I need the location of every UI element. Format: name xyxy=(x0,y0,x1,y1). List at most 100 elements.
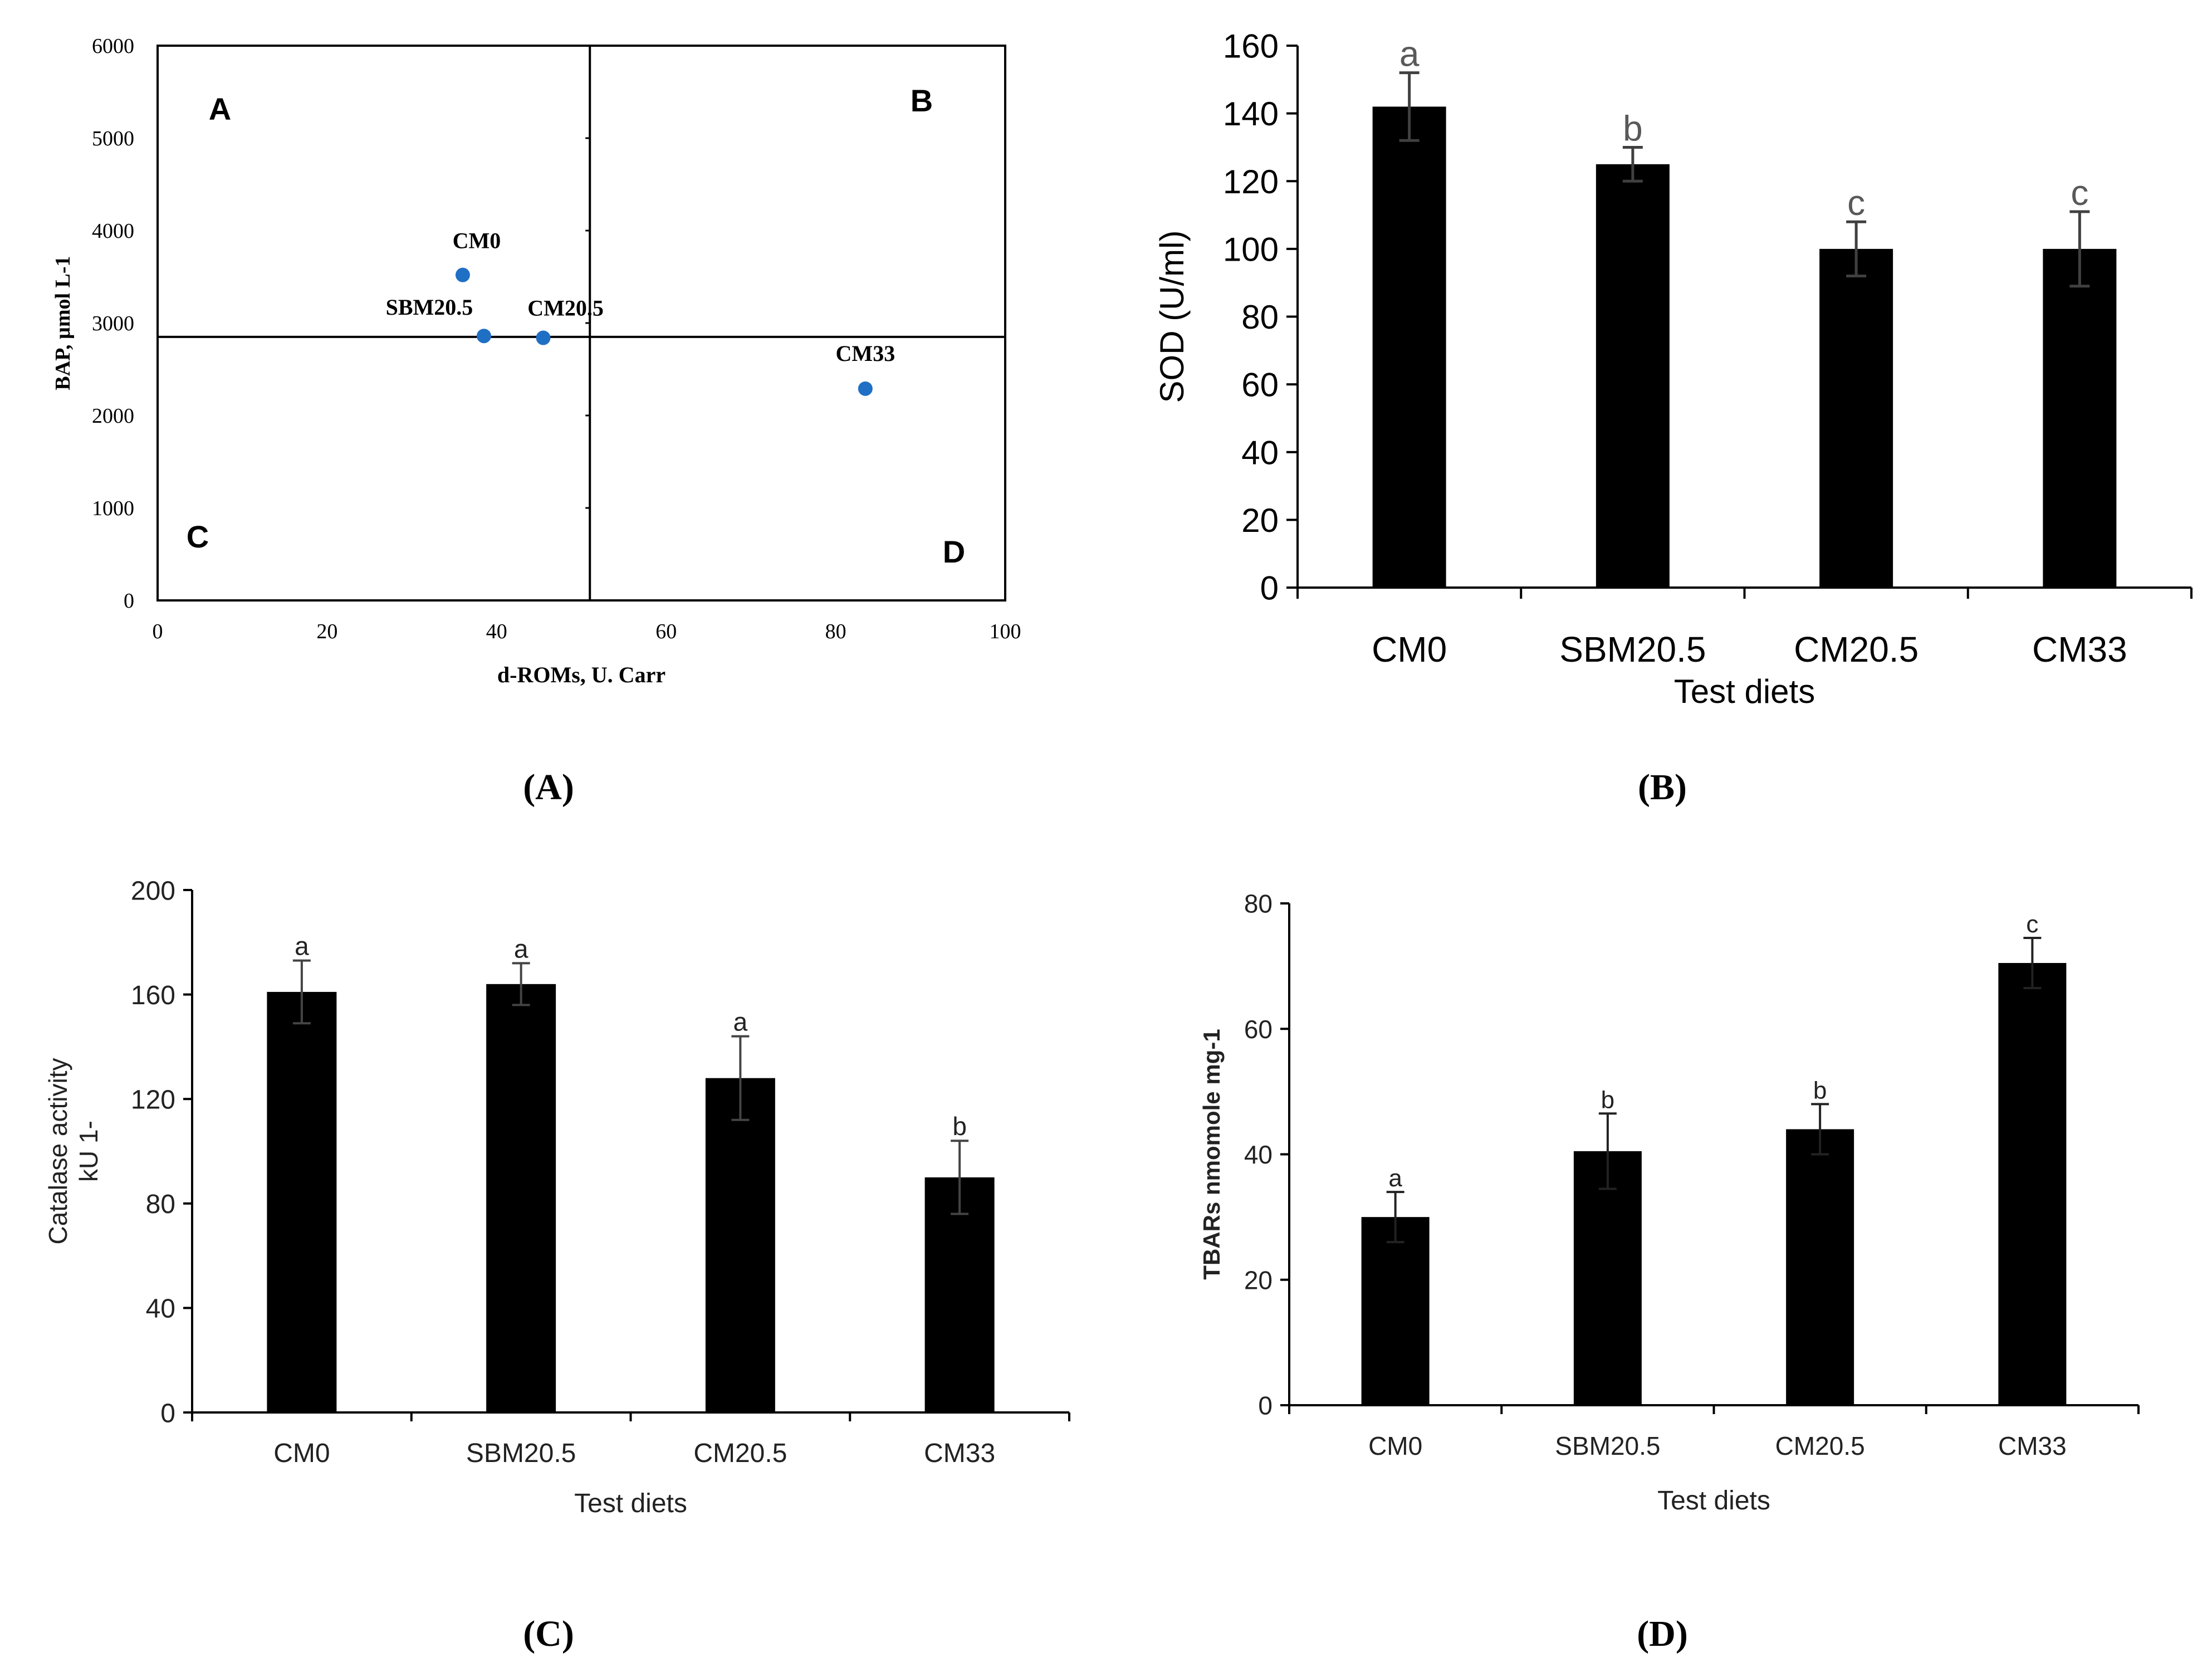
category-label: CM20.5 xyxy=(693,1439,787,1468)
y-tick-label: 40 xyxy=(1244,1140,1273,1169)
category-label: CM20.5 xyxy=(1775,1431,1865,1460)
y-tick-label: 160 xyxy=(1223,28,1279,65)
significance-letter: a xyxy=(1399,34,1420,74)
significance-letter: b xyxy=(1623,108,1643,148)
bar xyxy=(1372,106,1446,588)
y-tick-label: 3000 xyxy=(92,312,134,335)
significance-letter: a xyxy=(295,932,309,961)
x-axis-title: Test diets xyxy=(1674,673,1815,710)
y-tick-label: 60 xyxy=(1244,1015,1273,1044)
point-label: SBM20.5 xyxy=(386,295,473,320)
y-tick-label: 80 xyxy=(1244,889,1273,918)
chart-d-tbars: 0 20 40 60 80 a CM0 b SBM20.5 b CM20.5 c CM33 Test di… xyxy=(1198,889,2140,1515)
category-label: CM33 xyxy=(2032,629,2127,669)
y-tick-label: 80 xyxy=(146,1190,175,1219)
panel-label-c: (C) xyxy=(523,1614,574,1654)
x-tick-label: 20 xyxy=(316,620,337,643)
category-label: CM0 xyxy=(1368,1431,1422,1460)
category-label: SBM20.5 xyxy=(1559,629,1706,669)
category-label: CM0 xyxy=(1372,629,1447,669)
bar xyxy=(1573,1151,1642,1405)
chart-b-sod: 0 20 40 60 80 100 120 140 160 a CM0 b SBM20.5 c CM20.5… xyxy=(1153,28,2193,710)
y-tick-label: 60 xyxy=(1241,366,1279,404)
bar xyxy=(267,991,337,1412)
quadrant-label: A xyxy=(209,91,231,126)
bar xyxy=(705,1078,775,1412)
x-axis-title: Test diets xyxy=(574,1489,687,1518)
category-label: CM33 xyxy=(1998,1431,2067,1460)
significance-letter: c xyxy=(1847,183,1865,223)
significance-letter: a xyxy=(733,1008,748,1037)
significance-letter: a xyxy=(514,934,528,963)
category-label: SBM20.5 xyxy=(466,1439,576,1468)
bar xyxy=(2043,248,2117,588)
significance-letter: b xyxy=(1813,1077,1827,1104)
y-tick-label: 4000 xyxy=(92,219,134,243)
point-label: CM0 xyxy=(453,228,501,253)
x-tick-label: 0 xyxy=(153,620,163,643)
y-tick-label: 20 xyxy=(1244,1265,1273,1294)
y-axis-title-line2: kU 1- xyxy=(74,1121,103,1182)
y-tick-label: 20 xyxy=(1241,502,1279,539)
y-tick-label: 40 xyxy=(146,1294,175,1324)
x-axis-title: d-ROMs, U. Carr xyxy=(497,662,665,687)
y-tick-label: 0 xyxy=(1258,1391,1273,1420)
data-point xyxy=(536,330,551,345)
bar xyxy=(486,984,556,1412)
panel-label-a: (A) xyxy=(523,767,574,808)
y-tick-label: 100 xyxy=(1223,231,1279,268)
bar xyxy=(1786,1129,1854,1405)
plot-frame xyxy=(156,45,1006,602)
significance-letter: c xyxy=(2071,173,2088,213)
y-tick-label: 80 xyxy=(1241,299,1279,336)
y-tick-label: 40 xyxy=(1241,434,1279,471)
x-tick-label: 40 xyxy=(486,620,507,643)
significance-letter: b xyxy=(1601,1086,1614,1113)
y-axis-title-line1: Catalase activity xyxy=(43,1058,72,1245)
y-tick-label: 140 xyxy=(1223,95,1279,133)
significance-letter: a xyxy=(1388,1165,1402,1192)
y-tick-label: 0 xyxy=(160,1399,175,1428)
point-label: CM33 xyxy=(836,341,895,366)
y-tick-label: 6000 xyxy=(92,35,134,58)
y-tick-label: 1000 xyxy=(92,497,134,520)
panel-label-b: (B) xyxy=(1638,767,1687,808)
y-tick-label: 2000 xyxy=(92,404,134,428)
x-axis-title: Test diets xyxy=(1657,1486,1770,1515)
quadrant-label: D xyxy=(943,534,965,569)
bar xyxy=(924,1177,995,1412)
category-label: SBM20.5 xyxy=(1555,1431,1660,1460)
y-axis-title: SOD (U/ml) xyxy=(1153,231,1191,403)
data-point xyxy=(455,267,470,282)
bar xyxy=(1596,164,1670,588)
y-tick-label: 120 xyxy=(1223,163,1279,201)
y-tick-label: 0 xyxy=(1260,570,1279,607)
bar xyxy=(1998,962,2067,1405)
y-tick-label: 160 xyxy=(131,981,175,1010)
x-tick-label: 80 xyxy=(825,620,846,643)
chart-c-catalase: 0 40 80 120 160 200 a CM0 a SBM20.5 a CM20.5 b CM33 Te… xyxy=(43,876,1070,1518)
category-label: CM20.5 xyxy=(1794,629,1919,669)
quadrant-label: C xyxy=(187,519,209,554)
data-point xyxy=(476,329,491,344)
panel-label-d: (D) xyxy=(1637,1614,1688,1654)
y-axis-title: BAP, µmol L-1 xyxy=(51,256,75,390)
category-label: CM33 xyxy=(924,1439,995,1468)
significance-letter: c xyxy=(2026,911,2038,938)
y-tick-label: 120 xyxy=(131,1085,175,1114)
point-label: CM20.5 xyxy=(527,296,604,321)
chart-a-scatter: 0 1000 2000 3000 4000 5000 6000 0 20 40 60 80 100 A B C… xyxy=(51,35,1021,687)
quadrant-label: B xyxy=(911,83,933,118)
significance-letter: b xyxy=(952,1112,967,1141)
y-tick-label: 0 xyxy=(124,589,134,613)
y-tick-label: 5000 xyxy=(92,127,134,150)
x-tick-label: 60 xyxy=(655,620,677,643)
data-point xyxy=(858,381,873,396)
y-tick-label: 200 xyxy=(131,876,175,906)
x-tick-label: 100 xyxy=(990,620,1021,643)
bar xyxy=(1819,248,1893,588)
y-axis-title: TBARs nmomole mg-1 xyxy=(1198,1029,1225,1279)
bar xyxy=(1361,1217,1430,1405)
category-label: CM0 xyxy=(273,1439,330,1468)
